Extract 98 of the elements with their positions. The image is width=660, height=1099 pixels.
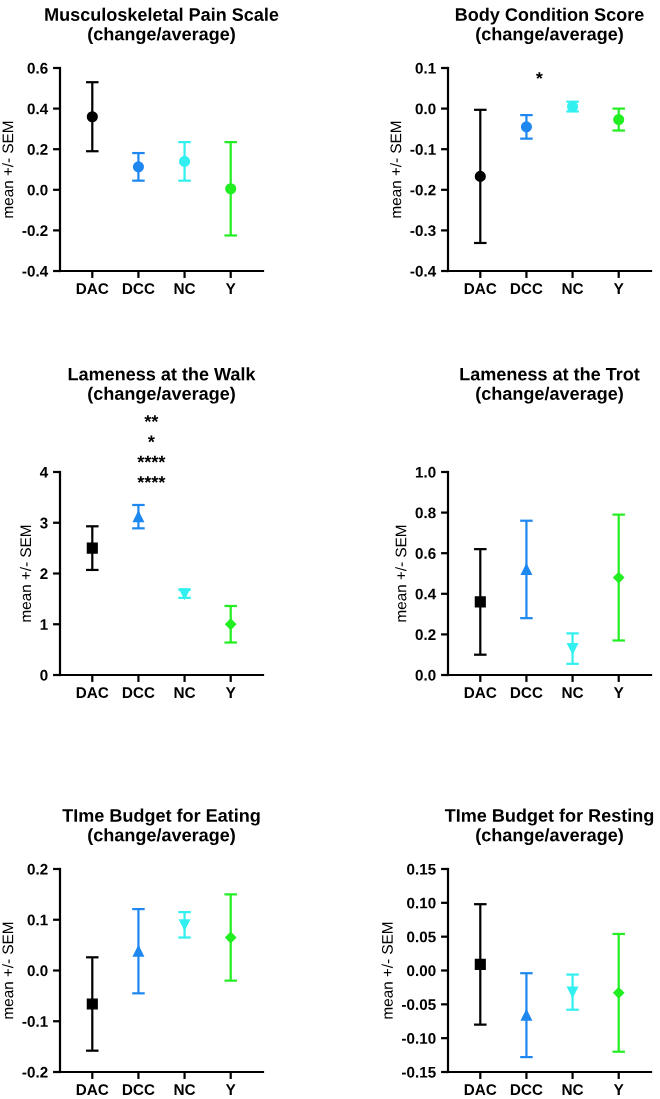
x-tick-label: DAC [464,687,497,699]
x-tick-label: DAC [76,283,109,295]
y-tick-label: -0.15 [401,1066,436,1078]
x-tick-label: NC [562,283,584,295]
x-tick-label: DAC [464,283,497,295]
y-tick-label: -0.05 [401,999,436,1011]
point [225,618,237,630]
y-tick-label: 1.0 [415,466,436,478]
chart-title: TIme Budget for Eating (change/average) [62,808,260,846]
y-tick-label: -0.10 [401,1033,436,1044]
point [520,1009,532,1021]
x-tick-label: NC [562,687,584,699]
point [474,596,486,608]
y-tick-label: -0.2 [410,184,436,196]
y-tick-label: 0.0 [27,965,48,977]
y-axis-title: mean +/- SEM [381,922,393,1019]
annotation: * [535,72,543,79]
y-tick-label: 0.10 [407,897,436,909]
y-tick-label: 0.15 [407,863,436,875]
y-tick-label: 0 [40,669,48,681]
y-tick-label: -0.1 [410,144,436,155]
x-tick-label: NC [174,1084,196,1096]
y-tick-label: 0.4 [27,103,49,115]
y-tick-label: -0.1 [22,1016,48,1027]
y-tick-label: 0.4 [415,588,437,600]
x-tick-label: DCC [122,1084,155,1096]
y-axis-title: mean +/- SEM [2,121,14,218]
point [132,161,144,173]
y-tick-label: 4 [39,467,49,478]
x-tick-label: Y [613,1084,624,1095]
x-tick-label: DCC [122,687,155,699]
point [179,155,191,167]
point [225,931,237,944]
y-tick-label: -0.2 [22,225,48,237]
y-tick-label: 0.6 [415,548,436,559]
x-tick-label: DAC [76,687,109,699]
chart-title: Lameness at the Trot (change/average) [460,367,640,404]
y-tick-label: 0.6 [27,62,48,74]
y-tick-label: 0.0 [27,184,48,196]
point [613,987,625,999]
annotation: **** [137,476,166,483]
y-tick-label: 0.2 [27,863,48,875]
point [132,511,144,523]
point [86,111,98,123]
y-tick-label: -0.2 [22,1066,48,1078]
point [567,986,579,998]
x-tick-label: Y [613,283,624,294]
y-axis-title: mean +/- SEM [19,525,32,622]
chart-title: Body Condition Score (change/average) [455,7,644,45]
y-tick-label: 1 [40,619,48,630]
y-tick-label: -0.4 [22,265,49,277]
point [225,183,237,195]
x-tick-label: NC [174,283,196,295]
point [86,542,98,554]
x-tick-label: DCC [122,283,155,295]
x-tick-label: DAC [464,1084,497,1096]
text: * [147,435,155,443]
x-tick-label: Y [225,687,236,698]
point [613,114,625,126]
chart-title: Musculoskeletal Pain Scale (change/average) [45,7,279,45]
point [474,170,486,182]
point [567,643,579,655]
y-tick-label: 0.8 [415,507,436,519]
y-tick-label: 0.05 [407,931,436,943]
y-tick-label: -0.3 [410,225,436,237]
x-tick-label: NC [174,687,196,699]
y-tick-label: 3 [40,517,48,529]
y-tick-label: 0.00 [407,965,436,977]
y-tick-label: 0.1 [415,62,436,74]
y-axis-title: mean +/- SEM [2,922,14,1019]
y-tick-label: 2 [40,568,48,580]
point [613,571,625,584]
chart-title: Lameness at the Walk (change/average) [68,367,256,404]
y-axis-title: mean +/- SEM [395,525,407,622]
y-tick-label: 0.2 [415,629,436,641]
x-tick-label: DAC [76,1084,109,1096]
x-tick-label: Y [613,687,624,698]
y-tick-label: 0.0 [415,103,436,115]
point [179,919,191,931]
y-axis-title: mean +/- SEM [390,121,402,218]
x-tick-label: DCC [510,1084,543,1096]
text: ** [144,415,159,422]
point [474,958,486,970]
x-tick-label: DCC [510,687,543,699]
x-tick-label: NC [562,1084,584,1096]
chart-title: TIme Budget for Resting (change/average) [444,808,654,846]
x-tick-label: Y [225,1084,236,1095]
x-tick-label: Y [225,283,236,294]
y-tick-label: 0.2 [27,144,48,155]
y-tick-label: 0.0 [415,669,436,681]
point [520,121,532,133]
point [520,563,532,575]
y-tick-label: 0.1 [27,914,48,926]
point [86,998,98,1010]
point [132,945,144,957]
y-tick-label: -0.4 [410,265,437,277]
text: **** [137,455,166,463]
x-tick-label: DCC [510,283,543,295]
